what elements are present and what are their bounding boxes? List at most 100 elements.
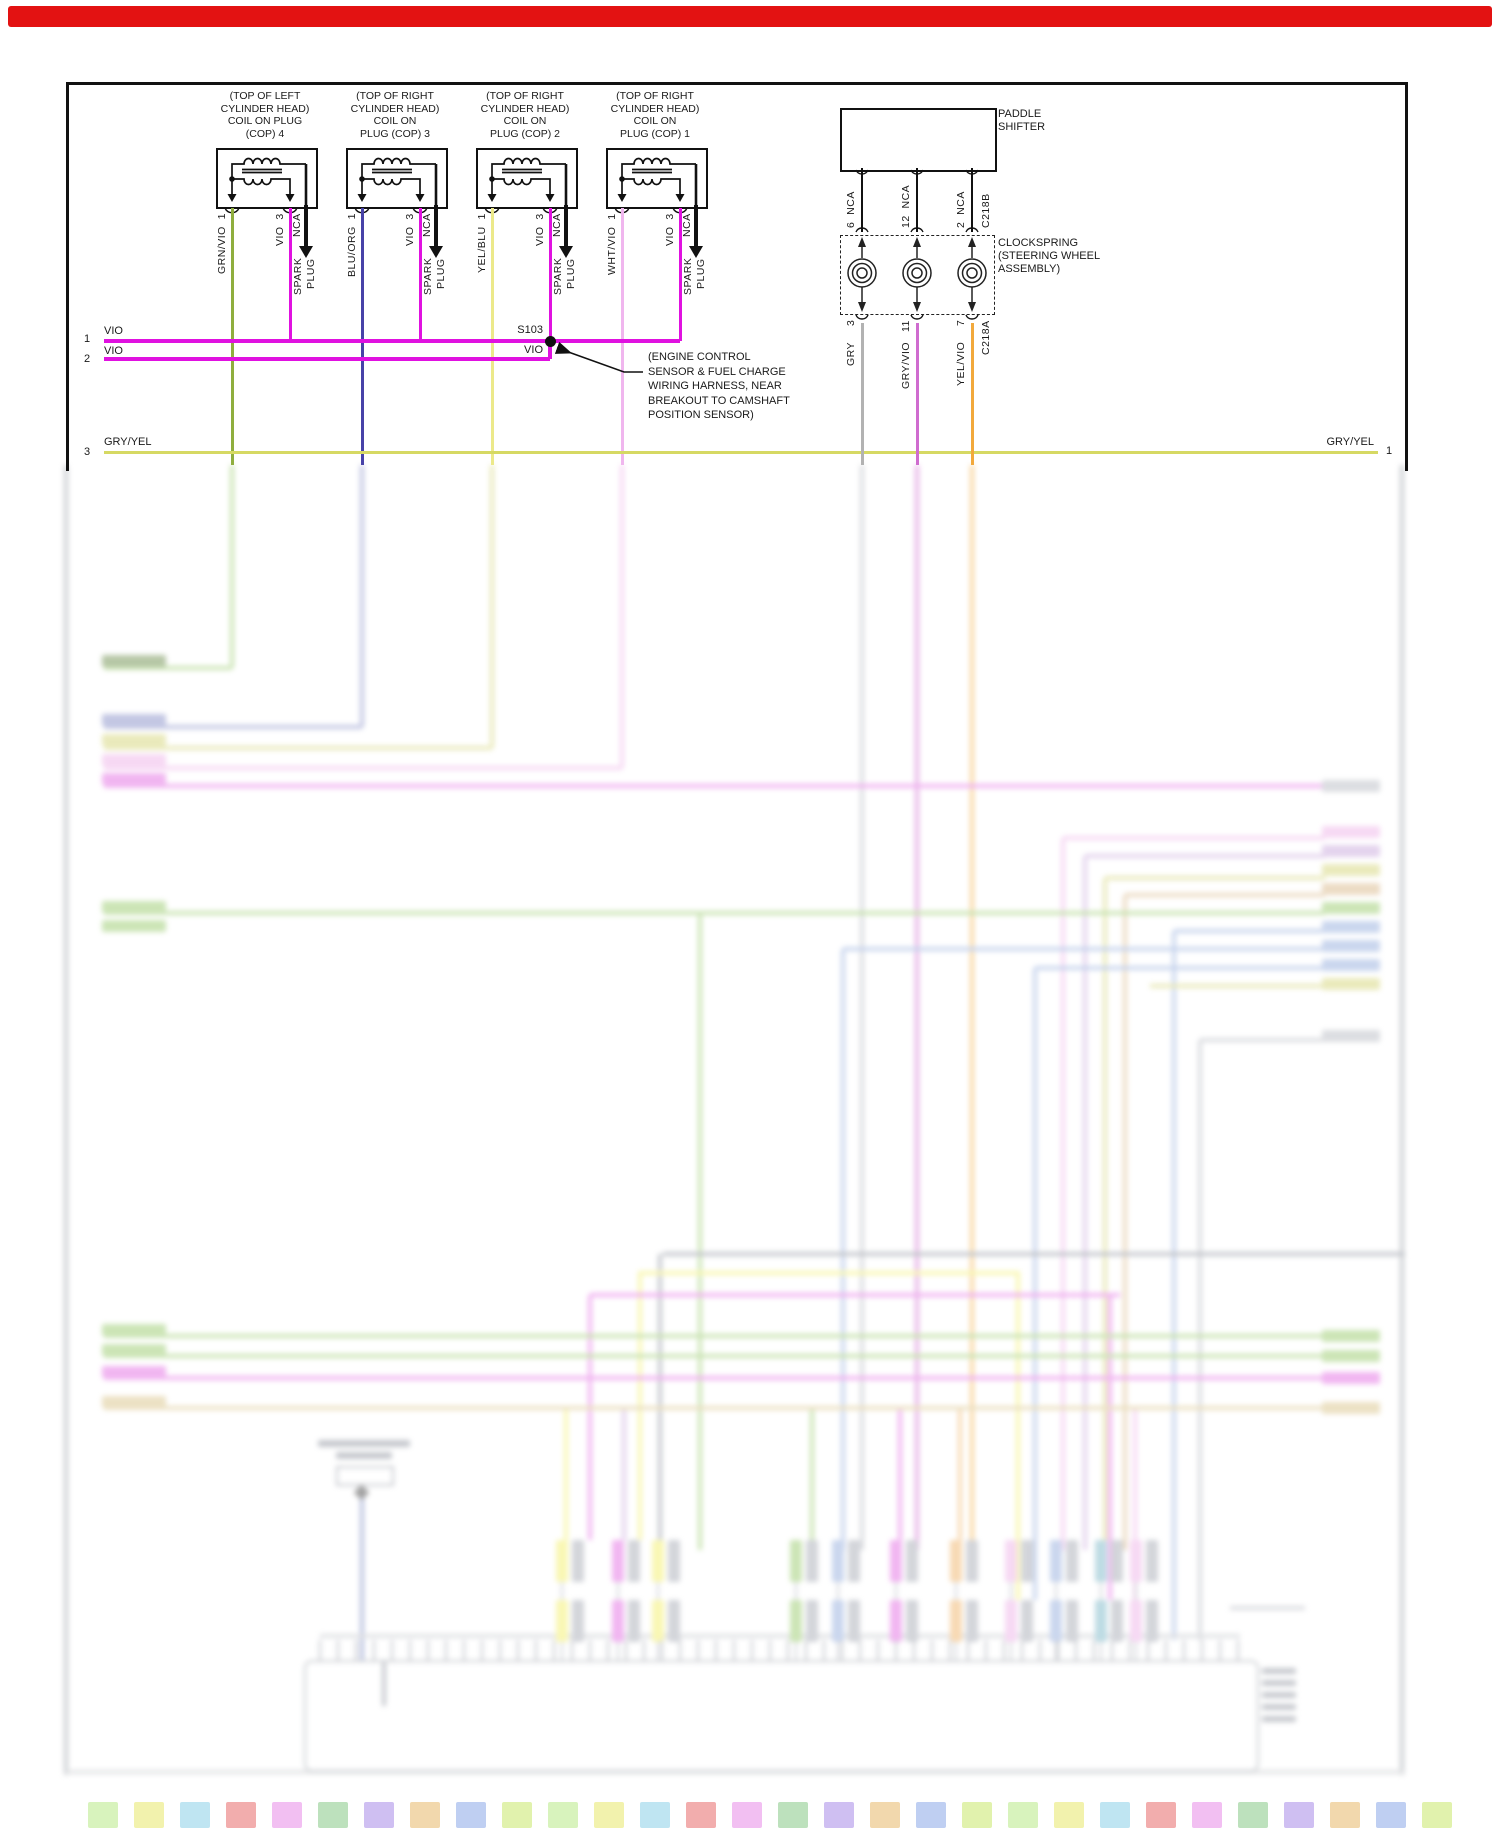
wire-vertical <box>894 1582 898 1600</box>
wire-vertical <box>697 1640 699 1660</box>
connector-arc-icon <box>855 169 869 175</box>
wire-horizontal <box>663 1252 1405 1256</box>
blurred-connector-chip <box>1050 1600 1062 1642</box>
clockspring-label-line: CLOCKSPRING <box>998 237 1079 249</box>
blurred-connector-chip <box>556 1600 568 1642</box>
clockspring-box <box>840 235 995 315</box>
bottom-tile <box>1284 1802 1314 1828</box>
blurred-label-chip <box>102 773 166 785</box>
bottom-tile <box>916 1802 946 1828</box>
connector-arc-icon <box>910 169 924 175</box>
bottom-tile <box>1376 1802 1406 1828</box>
cop-pin3-wire <box>418 208 422 341</box>
wire-horizontal <box>1230 1606 1305 1610</box>
ignition-coil-icon <box>617 157 698 205</box>
blurred-label-chip <box>1322 959 1380 971</box>
cop-pin1-wire <box>490 208 494 465</box>
bottom-tile <box>272 1802 302 1828</box>
blurred-connector-chip <box>1095 1540 1107 1582</box>
clockspring-pin-number: 7 <box>955 320 967 327</box>
wire-vertical <box>836 1642 840 1660</box>
blurred-label-chip <box>1322 978 1380 990</box>
wire-vertical <box>607 1640 609 1660</box>
wire-vertical <box>836 1582 840 1600</box>
spark-arrow-icon <box>689 246 703 258</box>
wire-vertical <box>656 1582 660 1600</box>
wire-vertical <box>490 465 494 748</box>
wire-vertical <box>679 1640 681 1660</box>
wire-horizontal <box>843 947 1325 951</box>
blurred-connector-chip <box>1050 1540 1062 1582</box>
spark-plug-lead <box>434 205 438 247</box>
wire-horizontal <box>1174 929 1325 933</box>
wire-vertical <box>931 1640 933 1660</box>
wire-vertical <box>360 1498 364 1660</box>
cop-caption: (TOP OF RIGHT CYLINDER HEAD) COIL ON PLUG (… <box>578 90 732 140</box>
blurred-text <box>1262 1680 1296 1686</box>
blurred-connector-chip <box>966 1540 978 1582</box>
wire-vertical <box>1099 1642 1103 1660</box>
wire-vertical <box>841 949 845 1550</box>
wire-vertical <box>382 1660 386 1706</box>
wire-vertical <box>625 1640 627 1660</box>
blurred-pcm-box <box>304 1660 1259 1772</box>
blurred-text <box>318 1440 410 1447</box>
clockspring-coil-icon <box>847 237 877 312</box>
wire-vertical <box>1400 465 1404 1775</box>
clockspring-pin-number: 3 <box>845 320 857 327</box>
wire-vertical <box>360 465 364 727</box>
blurred-connector-chip <box>628 1600 640 1642</box>
row3-gryyel-wire <box>104 450 1378 454</box>
wire-vertical <box>954 1582 958 1600</box>
cop-caption-line: PLUG (COP) 1 <box>619 127 690 140</box>
wire-vertical <box>1134 1642 1138 1660</box>
blurred-label-chip <box>102 901 166 913</box>
wire-vertical <box>1123 895 1127 1550</box>
paddle-shifter-label: PADDLE SHIFTER <box>998 108 1045 134</box>
bottom-tile <box>962 1802 992 1828</box>
row1-vio-wire <box>104 339 680 343</box>
paddle-connector-id: C218B <box>980 193 992 228</box>
bottom-tile <box>870 1802 900 1828</box>
cop-caption: (TOP OF RIGHT CYLINDER HEAD) COIL ON PLUG (… <box>318 90 472 140</box>
wire-vertical <box>553 1640 555 1660</box>
blurred-text <box>1262 1692 1296 1698</box>
wire-vertical <box>588 1295 592 1540</box>
cop-caption-line: PLUG (COP) 3 <box>359 127 430 140</box>
wire-vertical <box>1111 1640 1113 1660</box>
wire-vertical <box>970 465 974 1550</box>
bottom-tile <box>1054 1802 1084 1828</box>
splice-wire-label: VIO <box>524 344 543 356</box>
wire-vertical <box>1033 968 1037 1600</box>
cop-caption-line: (TOP OF RIGHT <box>616 90 694 102</box>
blurred-connector-chip <box>1111 1600 1123 1642</box>
blurred-text <box>1262 1716 1296 1722</box>
bottom-tile <box>1330 1802 1360 1828</box>
wire-vertical <box>1075 1640 1077 1660</box>
wire-horizontal <box>1085 854 1325 858</box>
paddle-shifter-label-line: SHIFTER <box>998 121 1046 133</box>
blurred-splice-diamond <box>353 1484 370 1501</box>
blurred-label-chip <box>102 1324 166 1336</box>
blurred-label-chip <box>1322 940 1380 952</box>
paddle-wire-pin-label: 6 NCA <box>845 191 857 228</box>
paddle-wire-pin-label: 2 NCA <box>955 191 967 228</box>
blurred-connector-chip <box>832 1540 844 1582</box>
row2-label: VIO <box>104 345 123 357</box>
row2-upturn <box>548 341 552 359</box>
cop-caption-line: (TOP OF LEFT <box>229 90 301 102</box>
cop-caption-line: (TOP OF RIGHT <box>486 90 564 102</box>
wire-vertical <box>859 1640 861 1660</box>
blurred-connector-chip <box>652 1540 664 1582</box>
wire-vertical <box>1016 1273 1020 1600</box>
bottom-tile <box>502 1802 532 1828</box>
cop-caption-line: COIL ON <box>373 115 417 127</box>
blurred-connector-chip <box>906 1600 918 1642</box>
splice-note-line: SENSOR & FUEL CHARGE <box>648 365 786 378</box>
blurred-label-chip <box>102 1366 166 1378</box>
cop-caption: (TOP OF RIGHT CYLINDER HEAD) COIL ON PLUG (… <box>448 90 602 140</box>
wire-vertical <box>1009 1642 1013 1660</box>
connector-arc-icon <box>910 314 924 320</box>
blurred-small-connector <box>336 1466 394 1486</box>
cop-caption-line: (COP) 4 <box>245 127 285 140</box>
